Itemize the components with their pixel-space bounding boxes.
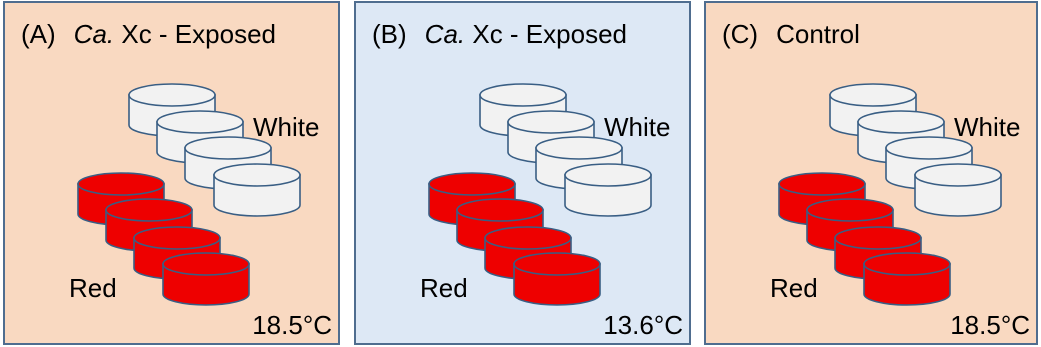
panel-c: (C) Control White Red 18.5°C (704, 1, 1038, 345)
temperature-label: 18.5°C (252, 310, 332, 340)
white-dishes-label: White (954, 112, 1020, 142)
dish-group: White Red (770, 83, 1020, 306)
condition-label: Xc - Exposed (114, 19, 276, 49)
species-abbreviation: Ca. (424, 19, 466, 49)
panel-letter: (B) (372, 19, 407, 49)
panel-letter: (C) (722, 19, 759, 49)
red-dishes-label: Red (69, 273, 117, 303)
red-dishes-label: Red (420, 273, 468, 303)
condition-label: Xc - Exposed (465, 19, 627, 49)
dish-group: White Red (420, 83, 670, 306)
species-abbreviation: Ca. (73, 19, 115, 49)
temperature-label: 18.5°C (950, 310, 1030, 340)
condition-label: Control (776, 19, 860, 49)
white-dish-4 (564, 163, 652, 217)
temperature-label: 13.6°C (603, 310, 683, 340)
white-dishes-label: White (604, 112, 670, 142)
panel-a: (A) Ca. Xc - Exposed White Red 18.5°C (3, 1, 340, 345)
panel-b: (B) Ca. Xc - Exposed White Red 13.6°C (354, 1, 691, 345)
red-dish-4 (863, 252, 951, 306)
panel-a-title: (A) Ca. Xc - Exposed (21, 19, 276, 50)
panel-b-title: (B) Ca. Xc - Exposed (372, 19, 627, 50)
dish-group: White Red (69, 83, 319, 306)
panel-c-title: (C) Control (722, 19, 860, 50)
red-dishes-label: Red (770, 273, 818, 303)
white-dish-4 (213, 163, 301, 217)
white-dishes-label: White (253, 112, 319, 142)
white-dish-4 (914, 163, 1002, 217)
panel-letter: (A) (21, 19, 56, 49)
red-dish-4 (513, 252, 601, 306)
red-dish-4 (162, 252, 250, 306)
